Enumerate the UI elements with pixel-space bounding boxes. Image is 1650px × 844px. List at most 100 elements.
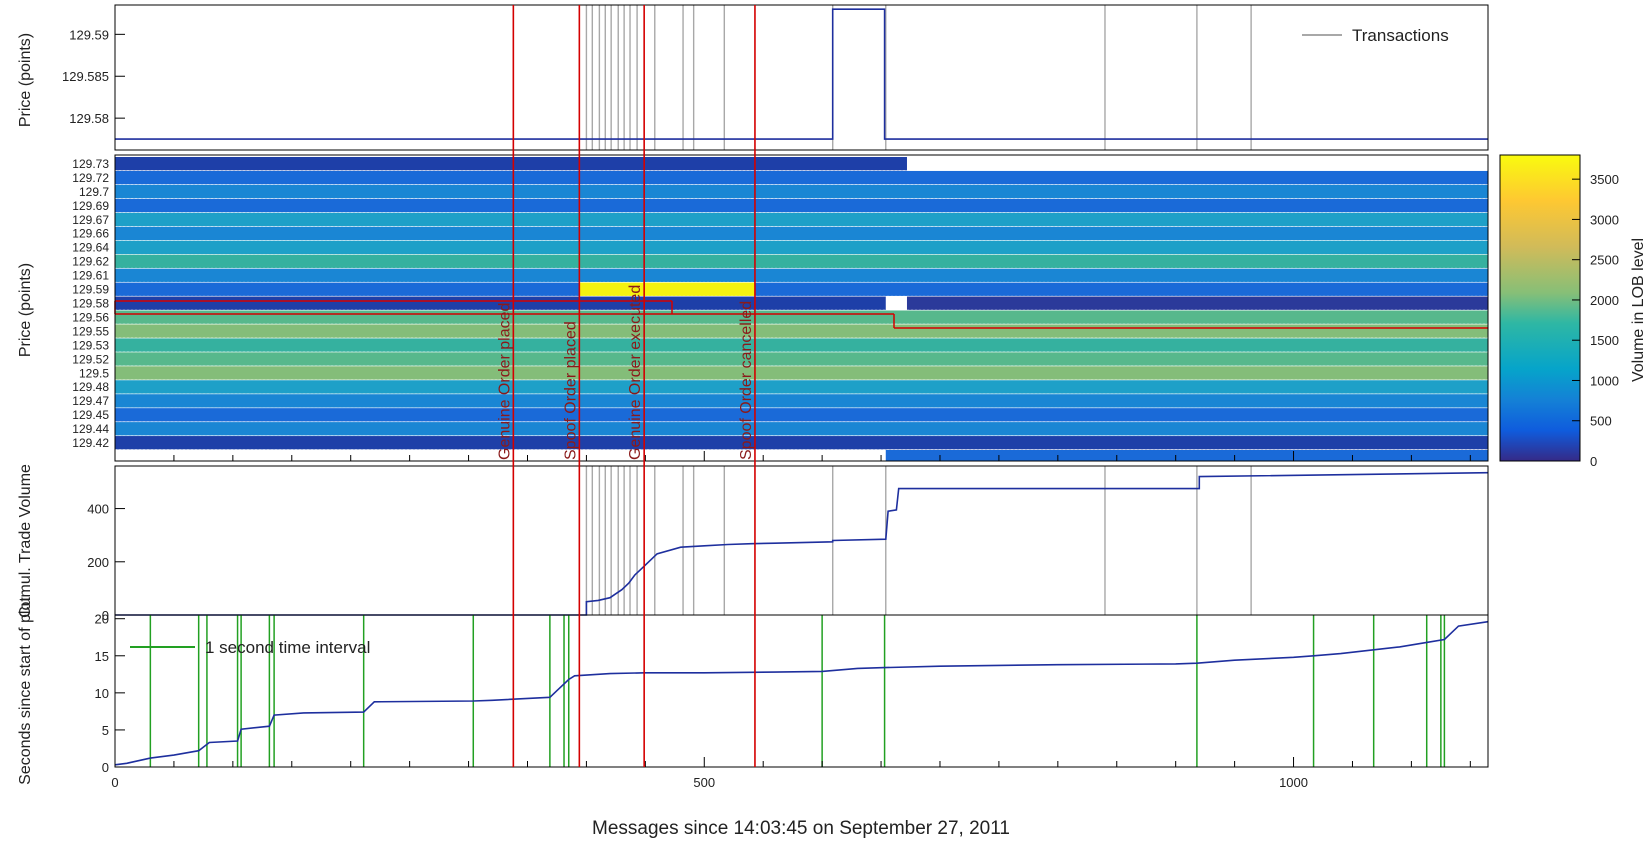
lob-heatmap-panel: 129.73129.72129.7129.69129.67129.66129.6… [17, 154, 1647, 469]
colorbar-tick-label: 0 [1590, 454, 1597, 469]
x-ticks: 0 500 1000 [111, 757, 1471, 790]
heatmap-cells [115, 157, 1488, 461]
heatmap-cell [115, 198, 1488, 213]
heatmap-cell [115, 170, 1488, 185]
time-interval-legend-label: 1 second time interval [205, 638, 370, 657]
price-series-line [115, 8, 1488, 140]
heatmap-y-tick-label: 129.58 [72, 297, 109, 311]
colorbar-tick-label: 1000 [1590, 373, 1619, 388]
heatmap-y-tick-label: 129.44 [72, 422, 109, 436]
heatmap-cell [579, 282, 755, 296]
heatmap-cell [115, 212, 1488, 227]
heatmap-cell [115, 254, 1488, 269]
volume-y-tick-label: 0 [102, 608, 109, 623]
seconds-y-tick-label: 10 [95, 686, 109, 701]
transactions-legend-label: Transactions [1352, 26, 1449, 45]
price-y-label: Price (points) [17, 33, 34, 127]
heatmap-y-tick-label: 129.66 [72, 227, 109, 241]
event-label: Genuine Order placed [496, 303, 513, 460]
heatmap-y-tick-label: 129.69 [72, 199, 109, 213]
heatmap-y-tick-label: 129.72 [72, 171, 109, 185]
colorbar [1499, 154, 1581, 462]
heatmap-y-label: Price (points) [17, 263, 34, 357]
volume-y-label: Cumul. Trade Volume [17, 464, 34, 618]
heatmap-cell [115, 436, 1488, 450]
heatmap-cell [115, 422, 1488, 436]
heatmap-cell [115, 268, 1488, 282]
heatmap-y-tick-label: 129.73 [72, 157, 109, 171]
heatmap-cell [115, 324, 1488, 338]
heatmap-cell [115, 296, 886, 310]
heatmap-y-tick-label: 129.64 [72, 241, 109, 255]
colorbar-tick-label: 2000 [1590, 293, 1619, 308]
volume-y-ticks: 0 200 400 [87, 502, 125, 623]
heatmap-cell [115, 282, 580, 296]
heatmap-cell [115, 184, 1488, 199]
price-y-tick-label: 129.585 [62, 69, 109, 84]
volume-y-tick-label: 200 [87, 555, 109, 570]
colorbar-ticks: 0 500 1000 1500 2000 2500 3000 3500 [1572, 172, 1619, 469]
heatmap-y-tick-label: 129.55 [72, 324, 109, 338]
seconds-y-tick-label: 15 [95, 649, 109, 664]
price-panel-frame [114, 4, 1489, 151]
seconds-y-tick-label: 20 [95, 612, 109, 627]
volume-y-tick-label: 400 [87, 502, 109, 517]
seconds-line [114, 620, 1489, 766]
colorbar-tick-label: 1500 [1590, 333, 1619, 348]
event-label: Genuine Order executed [627, 285, 644, 460]
x-tick-label: 500 [693, 775, 715, 790]
heatmap-y-tick-label: 129.56 [72, 310, 109, 324]
transaction-lines [585, 5, 1252, 150]
heatmap-y-tick-label: 129.47 [72, 394, 109, 408]
seconds-y-tick-label: 0 [102, 760, 109, 775]
heatmap-cell [115, 352, 1488, 366]
heatmap-y-tick-label: 129.52 [72, 352, 109, 366]
colorbar-tick-label: 3000 [1590, 212, 1619, 227]
heatmap-y-tick-label: 129.62 [72, 255, 109, 269]
event-label: Spoof Order placed [562, 321, 579, 460]
heatmap-cell [115, 240, 1488, 255]
price-y-ticks: 129.58 129.585 129.59 [62, 27, 125, 126]
heatmap-y-tick-label: 129.42 [72, 436, 109, 450]
cumulative-volume-line [115, 471, 1489, 616]
x-tick-label: 0 [111, 775, 118, 790]
heatmap-y-tick-label: 129.59 [72, 283, 109, 297]
colorbar-label: Volume in LOB level [1630, 238, 1647, 382]
heatmap-cell [115, 338, 1488, 352]
colorbar-tick-label: 2500 [1590, 253, 1619, 268]
transaction-lines-volume [585, 466, 1252, 615]
heatmap-y-ticks: 129.73129.72129.7129.69129.67129.66129.6… [72, 157, 109, 450]
heatmap-cell [115, 394, 1488, 408]
heatmap-x-ticks [114, 451, 1471, 461]
event-markers: Genuine Order placed Spoof Order placed Ge… [496, 5, 756, 767]
seconds-panel: 0 5 10 15 20 0 500 1000 Seconds since start of… [17, 597, 1489, 790]
heatmap-cell [115, 408, 1488, 422]
heatmap-cell [115, 157, 907, 171]
seconds-y-label: Seconds since start of plot [17, 597, 34, 785]
price-y-tick-label: 129.59 [69, 27, 109, 42]
heatmap-y-tick-label: 129.48 [72, 380, 109, 394]
event-label: Spoof Order cancelled [738, 301, 755, 460]
heatmap-cell [906, 296, 1488, 310]
heatmap-y-tick-label: 129.61 [72, 269, 109, 283]
heatmap-frame [114, 154, 1489, 462]
seconds-panel-frame [114, 614, 1489, 768]
seconds-y-tick-label: 5 [102, 723, 109, 738]
heatmap-y-tick-label: 129.7 [79, 185, 109, 199]
colorbar-tick-label: 500 [1590, 414, 1612, 429]
heatmap-cell [115, 380, 1488, 394]
x-axis-label: Messages since 14:03:45 on September 27,… [592, 818, 1010, 839]
heatmap-cell [885, 450, 1488, 461]
heatmap-cell [115, 366, 1488, 380]
heatmap-cell [754, 282, 1488, 296]
heatmap-y-tick-label: 129.45 [72, 408, 109, 422]
heatmap-y-tick-label: 129.5 [79, 366, 109, 380]
cumulative-volume-panel: 0 200 400 Cumul. Trade Volume [17, 464, 1489, 623]
heatmap-y-tick-label: 129.67 [72, 213, 109, 227]
volume-panel-frame [114, 465, 1489, 616]
heatmap-cell [115, 226, 1488, 241]
price-y-tick-label: 129.58 [69, 111, 109, 126]
x-tick-label: 1000 [1279, 775, 1308, 790]
colorbar-tick-label: 3500 [1590, 172, 1619, 187]
